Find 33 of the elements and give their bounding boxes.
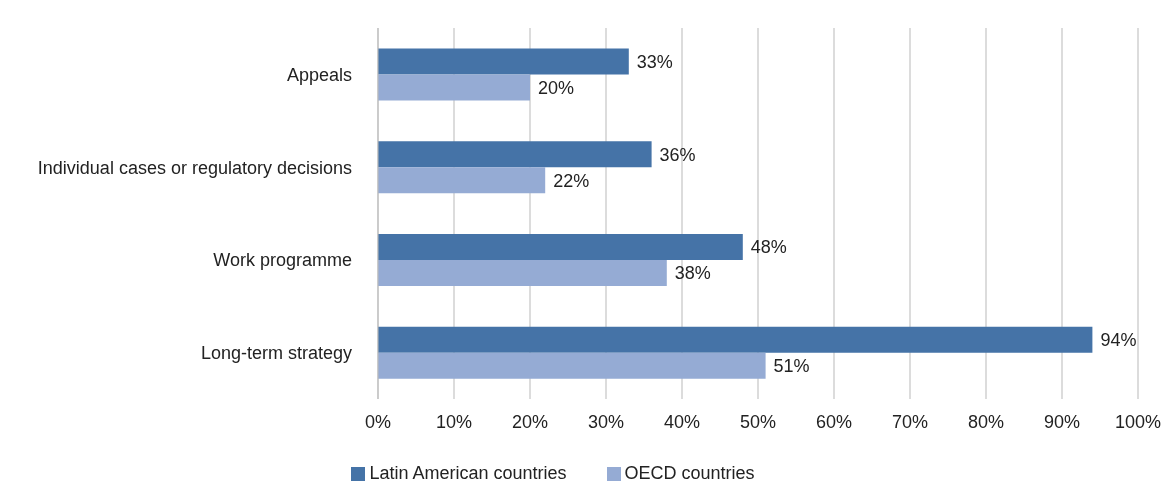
bar <box>378 259 667 286</box>
legend-label: OECD countries <box>624 463 755 483</box>
x-tick-label: 90% <box>1043 411 1081 432</box>
bar <box>378 74 530 101</box>
y-tick-label: Individual cases or regulatory decisions <box>37 157 352 178</box>
bar <box>378 326 1093 353</box>
x-tick-label: 100% <box>1114 411 1162 432</box>
legend-label: Latin American countries <box>369 463 567 483</box>
x-tick-label: 10% <box>435 411 473 432</box>
data-label: 38% <box>674 263 711 284</box>
data-label: 48% <box>750 237 787 258</box>
x-tick-label: 30% <box>587 411 625 432</box>
x-tick-label: 60% <box>815 411 853 432</box>
data-label: 51% <box>773 356 810 377</box>
x-tick-label: 70% <box>891 411 929 432</box>
x-tick-label: 50% <box>739 411 777 432</box>
bar <box>378 167 546 194</box>
x-tick-label: 20% <box>511 411 549 432</box>
bar <box>378 48 629 75</box>
x-tick-label: 80% <box>967 411 1005 432</box>
y-tick-label: Appeals <box>286 64 352 85</box>
bar <box>378 233 743 260</box>
bar <box>378 141 652 168</box>
x-tick-label: 40% <box>663 411 701 432</box>
data-label: 94% <box>1100 330 1137 351</box>
x-tick-label: 0% <box>364 411 392 432</box>
data-label: 36% <box>659 144 696 165</box>
data-label: 22% <box>553 170 590 191</box>
data-label: 20% <box>538 77 575 98</box>
y-tick-label: Long-term strategy <box>200 343 352 364</box>
y-tick-label: Work programme <box>213 250 352 271</box>
data-label: 33% <box>636 51 673 72</box>
bar <box>378 352 766 379</box>
